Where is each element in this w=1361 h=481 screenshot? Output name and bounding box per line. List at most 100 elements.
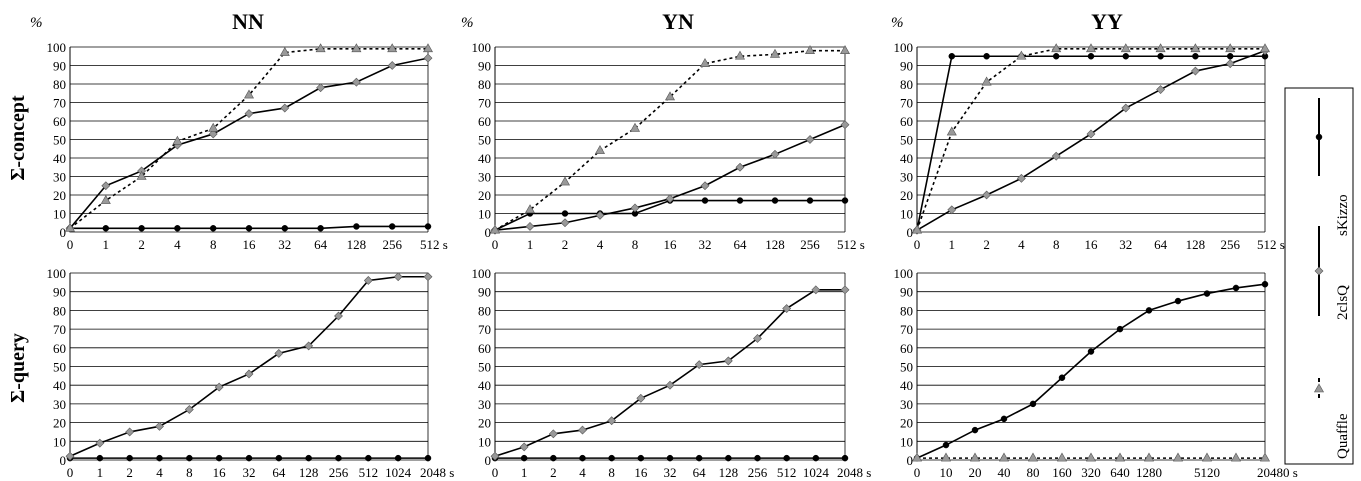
y-tick-label: 20 [478,416,491,431]
y-tick-label: 10 [900,207,913,222]
x-tick-label: 320 [1081,465,1101,480]
data-point-skizzo [983,53,990,60]
legend-items: sKizzo 2clsQ Quaffle [1313,98,1351,459]
x-tick-label: 16 [213,465,227,480]
y-tick-label: 70 [900,96,913,111]
data-point-skizzo [1058,374,1066,381]
data-point-2clsq [280,103,290,113]
data-point-quaffle [1225,43,1236,53]
data-point-skizzo [754,454,761,462]
y-tick-label: 100 [472,266,492,281]
x-tick-label: 16 [634,465,648,480]
data-point-quaffle [1051,43,1062,53]
data-point-quaffle [911,224,923,234]
data-point-skizzo [806,197,814,204]
y-tick-label: 50 [478,133,491,148]
x-tick-label: 32 [1119,237,1132,252]
chart-panel-6: 0 10 20 30 40 50 60 70 80 90 100 0 10 20 40 80 160 320 640… [894,266,1298,480]
y-tick-label: 10 [478,434,491,449]
data-point-2clsq [1016,173,1026,183]
data-point-skizzo [1087,348,1095,355]
data-point-skizzo [174,225,181,232]
x-tick-label: 4 [1018,237,1025,252]
data-point-2clsq [982,190,992,200]
data-point-skizzo [948,53,956,60]
data-point-quaffle [1190,43,1201,53]
series-line-2clsq [494,123,846,231]
data-point-2clsq [525,222,535,231]
data-point-2clsq [578,425,587,435]
data-point-skizzo [156,454,163,462]
y-tick-label: 90 [53,59,66,74]
x-tick-label: 8 [186,465,193,480]
x-tick-label: 128 [765,237,785,252]
y-tick-label: 10 [900,434,913,449]
data-point-2clsq [244,109,254,119]
x-tick-label: 32 [699,237,712,252]
data-point-2clsq [387,61,397,70]
x-tick-label: 64 [693,465,707,480]
data-point-2clsq [244,369,254,379]
data-point-skizzo [725,454,732,462]
data-point-2clsq [65,451,75,461]
y-tick-label: 0 [485,225,492,240]
y-tick-label: 20 [478,188,491,203]
data-point-2clsq [630,203,640,213]
x-tick-label: 1024 [803,465,830,480]
data-point-skizzo [1029,400,1037,408]
data-point-skizzo [335,454,342,462]
data-point-skizzo [394,454,402,462]
data-point-skizzo [841,197,849,204]
data-point-2clsq [490,451,500,461]
y-tick-label: 30 [900,397,913,412]
data-point-skizzo [1157,53,1164,60]
data-point-2clsq [393,272,403,282]
y-tick-label: 40 [900,378,913,393]
data-point-2clsq [665,194,675,204]
y-tick-label: 70 [53,322,66,337]
y-tick-label: 20 [53,188,66,203]
data-point-2clsq [1190,66,1200,76]
x-tick-label: 0 [492,237,499,252]
data-point-skizzo [971,426,979,434]
x-tick-label: 1 [103,237,110,252]
data-point-2clsq [694,360,704,370]
data-point-quaffle [387,43,398,53]
data-point-quaffle [351,43,362,53]
data-point-2clsq [423,272,433,282]
y-tick-label: 40 [53,378,66,393]
data-point-quaffle [1259,452,1271,462]
data-point-skizzo [1203,290,1211,297]
data-point-skizzo [209,225,217,232]
data-point-skizzo [424,223,432,230]
x-tick-label: 2 [562,237,569,252]
data-point-quaffle [1155,43,1166,53]
data-point-quaffle [100,194,111,204]
data-point-skizzo [1261,280,1269,288]
data-point-quaffle [1143,452,1155,462]
x-tick-label: 512 s [1257,237,1285,252]
data-point-skizzo [388,223,396,230]
data-point-2clsq [214,382,224,392]
data-point-skizzo [186,454,193,462]
data-point-2clsq [519,442,529,452]
x-tick-label: 5120 [1194,465,1220,480]
legend: sKizzo 2clsQ Quaffle [1284,87,1354,465]
data-point-quaffle [664,91,676,101]
data-point-skizzo [783,454,790,462]
data-point-skizzo [1192,53,1199,60]
y-tick-label: 30 [900,170,913,185]
x-tick-label: 8 [608,465,615,480]
data-point-quaffle [489,224,501,234]
data-point-skizzo [701,197,709,204]
data-point-2clsq [636,393,646,403]
x-tick-label: 4 [156,465,163,480]
data-point-2clsq [700,181,710,191]
data-point-skizzo [1116,325,1124,333]
data-point-skizzo [771,197,779,204]
data-point-quaffle [315,43,326,53]
data-point-skizzo [1052,53,1060,60]
data-point-skizzo [666,454,674,462]
y-tick-label: 90 [900,285,913,300]
